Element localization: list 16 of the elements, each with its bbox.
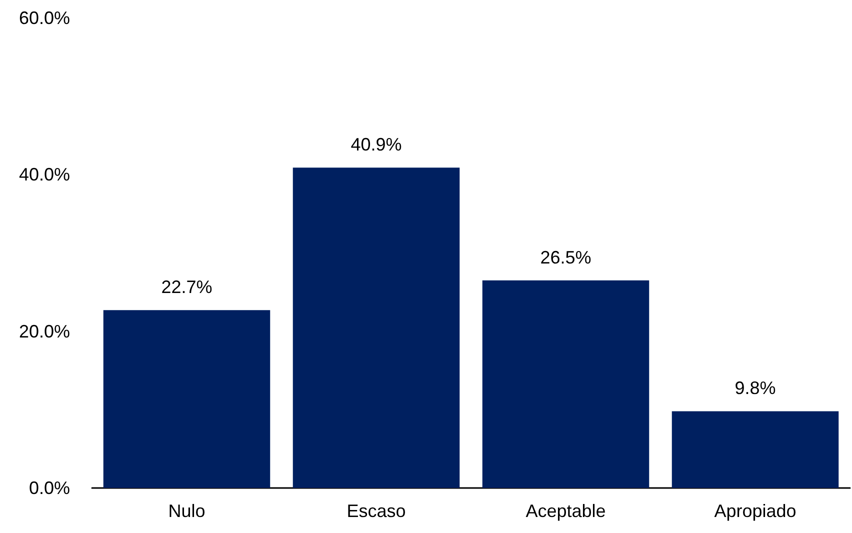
y-tick-label: 60.0% (18, 8, 70, 28)
x-tick-label: Escaso (346, 501, 406, 521)
x-tick-label: Aceptable (526, 501, 606, 521)
y-tick-label: 40.0% (18, 164, 70, 185)
y-tick-label: 0.0% (28, 478, 70, 498)
data-label: 9.8% (734, 378, 776, 398)
data-label: 22.7% (161, 277, 212, 298)
data-label: 40.9% (350, 134, 402, 155)
bar (103, 310, 270, 488)
bar (672, 411, 839, 488)
x-tick-label: Apropiado (714, 501, 796, 521)
data-label: 26.5% (540, 247, 592, 268)
x-tick-label: Nulo (168, 501, 206, 521)
bar (292, 168, 460, 488)
y-tick-label: 20.0% (18, 321, 70, 342)
bar (482, 280, 650, 488)
